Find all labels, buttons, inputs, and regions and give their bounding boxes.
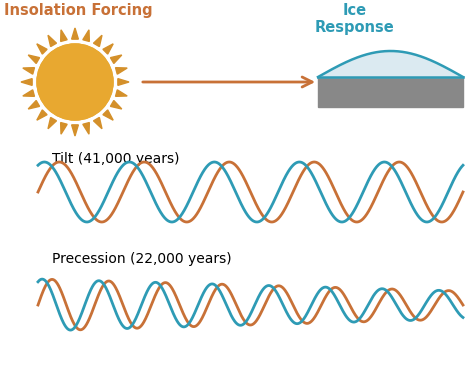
Polygon shape bbox=[23, 90, 35, 97]
Circle shape bbox=[37, 44, 113, 120]
Bar bbox=[318, 77, 463, 107]
Polygon shape bbox=[37, 110, 47, 120]
Polygon shape bbox=[72, 125, 78, 136]
Polygon shape bbox=[83, 123, 90, 134]
Circle shape bbox=[37, 44, 113, 120]
Polygon shape bbox=[93, 118, 102, 129]
Polygon shape bbox=[116, 67, 127, 74]
Polygon shape bbox=[103, 44, 113, 54]
Text: Precession (22,000 years): Precession (22,000 years) bbox=[52, 252, 232, 266]
Polygon shape bbox=[110, 55, 122, 63]
Text: Insolation Forcing: Insolation Forcing bbox=[4, 3, 153, 18]
Polygon shape bbox=[118, 79, 129, 85]
Polygon shape bbox=[83, 30, 90, 41]
Polygon shape bbox=[110, 101, 122, 109]
Polygon shape bbox=[48, 118, 56, 129]
Polygon shape bbox=[72, 28, 78, 39]
Polygon shape bbox=[116, 90, 127, 97]
Polygon shape bbox=[23, 67, 35, 74]
Polygon shape bbox=[48, 35, 56, 47]
Polygon shape bbox=[61, 123, 67, 134]
Polygon shape bbox=[61, 30, 67, 41]
Polygon shape bbox=[103, 110, 113, 120]
Polygon shape bbox=[93, 35, 102, 47]
Polygon shape bbox=[37, 44, 47, 54]
Polygon shape bbox=[21, 79, 32, 85]
Text: Ice
Response: Ice Response bbox=[315, 3, 395, 35]
Text: Tilt (41,000 years): Tilt (41,000 years) bbox=[52, 152, 180, 166]
Polygon shape bbox=[28, 55, 39, 63]
Polygon shape bbox=[28, 101, 39, 109]
